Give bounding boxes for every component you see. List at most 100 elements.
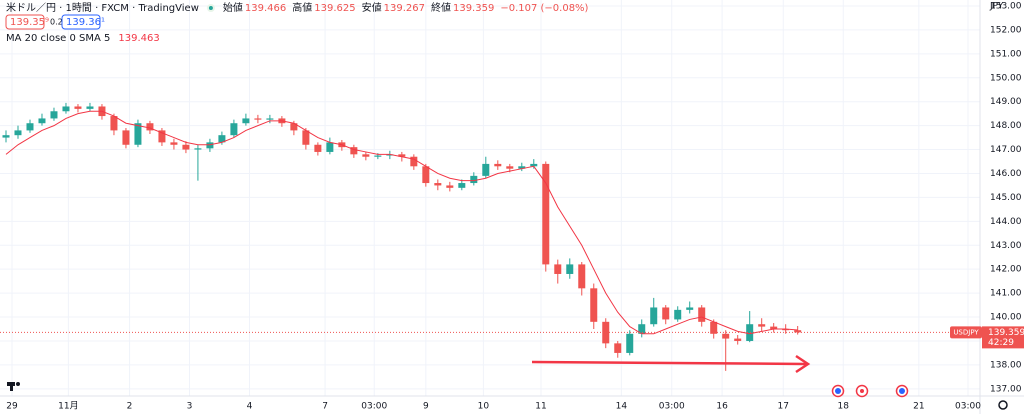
ohlc-label: 始値 bbox=[223, 1, 243, 14]
candle-body bbox=[746, 324, 754, 341]
candle-body bbox=[638, 324, 646, 334]
candle-body bbox=[254, 118, 262, 120]
ohlc-value: 139.267 bbox=[384, 3, 425, 14]
sell-button bbox=[5, 14, 45, 30]
candle-body bbox=[434, 183, 442, 186]
y-tick-label: 141.00 bbox=[990, 289, 1022, 299]
x-tick-label: 21 bbox=[913, 402, 924, 412]
y-tick-label: 144.00 bbox=[990, 217, 1022, 227]
price-tag bbox=[982, 326, 1024, 349]
marks bbox=[0, 102, 980, 371]
x-tick-label: 14 bbox=[616, 402, 628, 412]
x-tick-label: 4 bbox=[247, 402, 253, 412]
last-price: 139.359 bbox=[988, 328, 1024, 338]
candle-body bbox=[518, 166, 526, 169]
x-tick-label: 29 bbox=[6, 402, 18, 412]
candle-body bbox=[722, 333, 730, 339]
buy-price: 139.36¹ bbox=[66, 17, 105, 28]
candle-body bbox=[134, 123, 142, 145]
candle-body bbox=[362, 154, 370, 157]
candle-body bbox=[470, 175, 478, 184]
y-tick-label: 142.00 bbox=[990, 265, 1022, 275]
candle-body bbox=[26, 123, 34, 131]
candle-body bbox=[158, 130, 166, 143]
ohlc-label: 終値 bbox=[431, 1, 451, 14]
candle-body bbox=[170, 142, 178, 145]
ohlc-label: 安値 bbox=[362, 1, 382, 14]
x-tick-label: 2 bbox=[127, 402, 133, 412]
candle-body bbox=[494, 163, 502, 167]
candle-body bbox=[686, 307, 694, 310]
candle-body bbox=[530, 163, 538, 167]
x-tick-label: 11 bbox=[535, 402, 546, 412]
candle-body bbox=[14, 130, 22, 136]
candle-body bbox=[602, 321, 610, 344]
candle-body bbox=[458, 183, 466, 188]
y-tick-label: 146.00 bbox=[990, 169, 1022, 179]
candle-body bbox=[626, 333, 634, 353]
y-unit: JPY bbox=[989, 2, 1004, 12]
candle-body bbox=[782, 329, 790, 331]
candle-body bbox=[554, 264, 562, 274]
candle-body bbox=[674, 309, 682, 320]
candle-body bbox=[410, 156, 418, 167]
grid bbox=[0, 0, 980, 396]
candle-body bbox=[422, 166, 430, 184]
y-tick-label: 143.00 bbox=[990, 241, 1022, 251]
candle-body bbox=[662, 307, 670, 320]
candle-body bbox=[74, 106, 82, 109]
candle-body bbox=[314, 144, 322, 152]
candle-body bbox=[710, 321, 718, 334]
ohlc-label: 高値 bbox=[292, 1, 312, 14]
annotation-arrow bbox=[531, 354, 811, 374]
x-tick-label: 9 bbox=[423, 402, 429, 412]
change: −0.107 (−0.08%) bbox=[500, 3, 588, 14]
candle-body bbox=[578, 264, 586, 289]
x-tick-label: 3 bbox=[187, 402, 193, 412]
candle-body bbox=[122, 130, 130, 145]
event-icons bbox=[831, 384, 909, 398]
y-tick-label: 150.00 bbox=[990, 73, 1022, 83]
x-tick-label: 16 bbox=[716, 402, 728, 412]
candle-body bbox=[542, 163, 550, 265]
candle-body bbox=[2, 135, 10, 138]
ma-name: MA 20 close 0 SMA 5 bbox=[6, 33, 110, 44]
y-tick-label: 151.00 bbox=[990, 49, 1022, 59]
y-tick-label: 145.00 bbox=[990, 193, 1022, 203]
candle-body bbox=[242, 118, 250, 124]
y-tick-label: 140.00 bbox=[990, 313, 1022, 323]
candle-body bbox=[386, 154, 394, 156]
x-tick-label: 03:00 bbox=[361, 402, 387, 412]
candle-body bbox=[62, 106, 70, 112]
settings-icon[interactable] bbox=[998, 400, 1008, 410]
candle-body bbox=[194, 148, 202, 150]
candle-body bbox=[230, 123, 238, 136]
candle-body bbox=[446, 185, 454, 188]
x-tick-label: 10 bbox=[478, 402, 490, 412]
ohlc-value: 139.466 bbox=[245, 3, 286, 14]
symbol-tag bbox=[950, 326, 982, 339]
candle-body bbox=[146, 123, 154, 131]
candle-body bbox=[650, 307, 658, 325]
candle-body bbox=[302, 130, 310, 145]
candle-body bbox=[206, 142, 214, 149]
x-tick-label: 03:00 bbox=[659, 402, 685, 412]
candle-body bbox=[614, 343, 622, 353]
x-tick-label: 11月 bbox=[58, 401, 78, 412]
candle-body bbox=[86, 106, 94, 109]
axes: 137.00138.00139.00140.00141.00142.00143.… bbox=[6, 1, 1024, 412]
x-tick-label: 17 bbox=[778, 402, 789, 412]
candle-body bbox=[770, 326, 778, 330]
candle-body bbox=[734, 338, 742, 341]
candle-body bbox=[482, 163, 490, 176]
status-dot-inner bbox=[208, 6, 213, 10]
y-tick-label: 137.00 bbox=[990, 384, 1022, 394]
ohlc-value: 139.625 bbox=[314, 3, 355, 14]
x-tick-label: 7 bbox=[322, 402, 328, 412]
candle-body bbox=[326, 142, 334, 152]
sell-price: 139.35⁹ bbox=[10, 17, 49, 28]
candle-body bbox=[38, 118, 46, 124]
candle-body bbox=[50, 111, 58, 119]
buy-button[interactable] bbox=[61, 14, 101, 30]
